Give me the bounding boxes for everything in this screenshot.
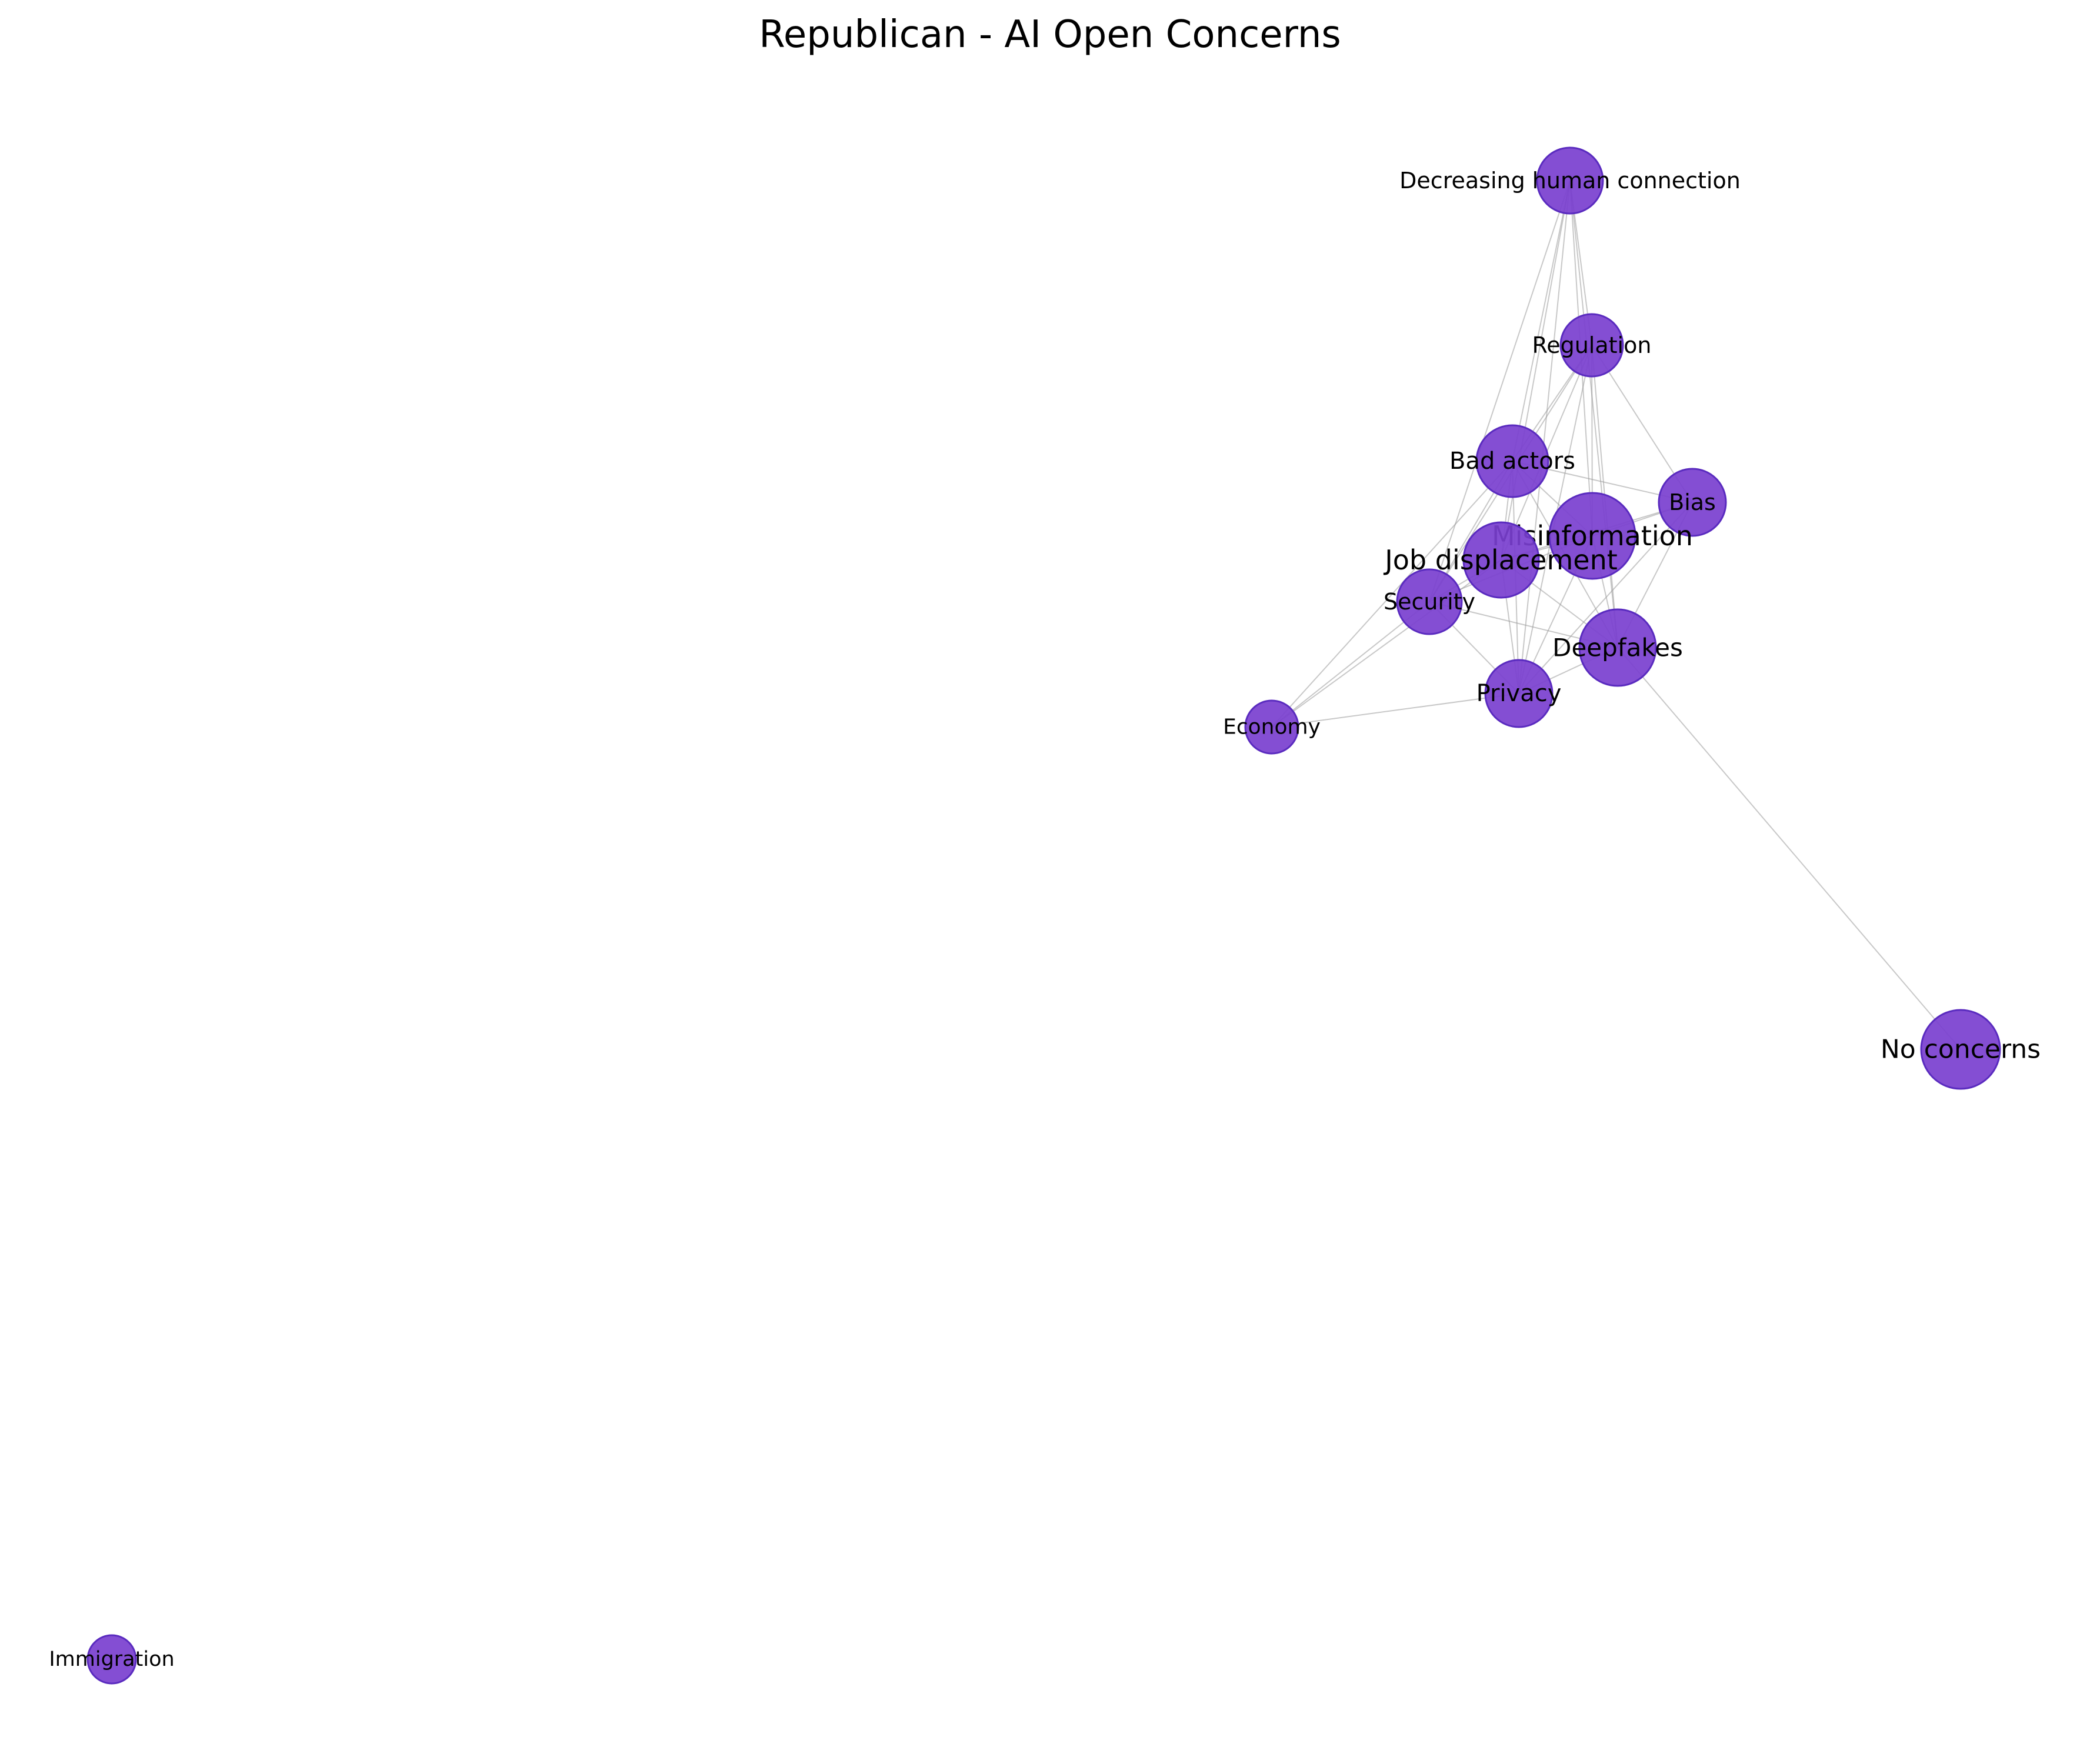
node-label-no-concerns: No concerns <box>1881 1035 2041 1065</box>
node-circle-economy <box>1244 699 1299 755</box>
node-bias: Bias <box>1658 468 1727 537</box>
edge-bias-privacy <box>1518 502 1693 694</box>
node-label-economy: Economy <box>1223 715 1321 739</box>
node-circle-immigration <box>86 1634 137 1685</box>
node-circle-regulation <box>1559 313 1624 378</box>
node-circle-deepfakes <box>1578 608 1657 687</box>
graph-title: Republican - AI Open Concerns <box>759 13 1341 56</box>
node-circle-job-displacement <box>1462 521 1540 599</box>
node-label-bad-actors: Bad actors <box>1449 448 1575 475</box>
node-privacy: Privacy <box>1476 659 1562 728</box>
node-label-regulation: Regulation <box>1532 332 1652 358</box>
node-security: Security <box>1384 568 1475 635</box>
nodes-layer: Decreasing human connection Regulation Bad… <box>49 146 2041 1685</box>
node-label-immigration: Immigration <box>49 1648 174 1671</box>
node-circle-misinformation <box>1548 492 1636 580</box>
node-economy: Economy <box>1223 699 1321 755</box>
node-label-security: Security <box>1384 589 1475 615</box>
node-circle-bias <box>1658 468 1727 537</box>
node-bad-actors: Bad actors <box>1449 424 1575 498</box>
node-no-concerns: No concerns <box>1881 1009 2041 1090</box>
edge-job-displacement-economy <box>1271 559 1502 728</box>
node-label-decreasing-human-connection: Decreasing human connection <box>1399 168 1741 194</box>
edge-security-economy <box>1271 601 1430 728</box>
edge-deepfakes-no-concerns <box>1617 647 1961 1050</box>
node-circle-no-concerns <box>1920 1009 2001 1090</box>
node-label-deepfakes: Deepfakes <box>1552 634 1683 662</box>
edge-privacy-economy <box>1271 693 1519 728</box>
node-label-bias: Bias <box>1669 489 1716 515</box>
node-circle-security <box>1396 568 1463 635</box>
node-immigration: Immigration <box>49 1634 175 1685</box>
edge-decreasing-human-connection-bad-actors <box>1512 180 1571 462</box>
node-circle-privacy <box>1484 659 1554 728</box>
node-deepfakes: Deepfakes <box>1552 608 1683 687</box>
edge-decreasing-human-connection-privacy <box>1518 180 1571 694</box>
node-decreasing-human-connection: Decreasing human connection <box>1399 146 1741 215</box>
edge-bad-actors-economy <box>1271 461 1513 728</box>
edge-decreasing-human-connection-security <box>1429 180 1571 602</box>
node-label-privacy: Privacy <box>1476 680 1562 707</box>
node-circle-decreasing-human-connection <box>1536 146 1604 215</box>
node-circle-bad-actors <box>1475 424 1549 498</box>
node-regulation: Regulation <box>1532 313 1652 378</box>
